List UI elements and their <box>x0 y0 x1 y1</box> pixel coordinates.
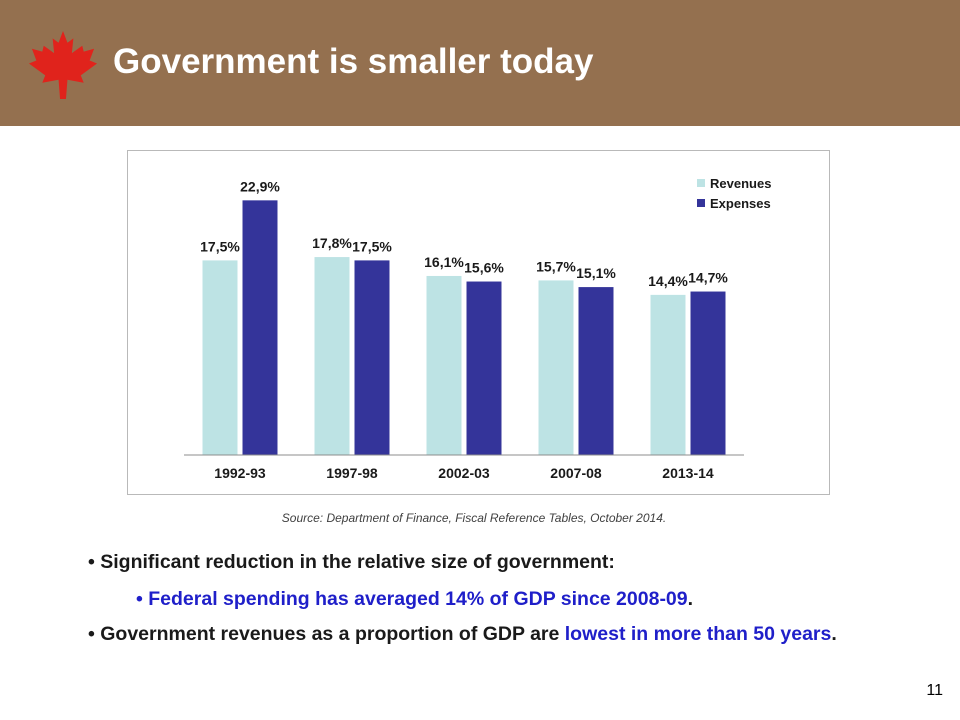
bar-revenues-2007-08 <box>538 280 574 455</box>
data-label-revenues-2007-08: 15,7% <box>536 258 576 274</box>
data-label-expenses-1992-93: 22,9% <box>240 178 280 194</box>
bar-expenses-1997-98 <box>354 260 390 455</box>
data-label-revenues-2013-14: 14,4% <box>648 273 688 289</box>
chart-area: 17,5% 22,9% 1992-93 17,8% 17,5% 1997-98 16,1% 1… <box>127 150 830 495</box>
bullet-text-2-tail: . <box>687 588 694 610</box>
bar-expenses-2013-14 <box>690 291 726 455</box>
bullet-text-3-start: Government revenues as a proportion of G… <box>100 623 565 645</box>
bullet-text-2: Federal spending has averaged 14% of GDP… <box>148 588 688 610</box>
data-label-expenses-2013-14: 14,7% <box>688 270 728 286</box>
data-label-expenses-1997-98: 17,5% <box>352 238 392 254</box>
header-bar: Government is smaller today <box>0 0 960 126</box>
bullet-item-1: • Significant reduction in the relative … <box>88 551 615 573</box>
bar-expenses-1992-93 <box>242 200 278 455</box>
bar-expenses-2002-03 <box>466 281 502 455</box>
maple-leaf-icon <box>28 30 98 100</box>
data-label-revenues-1997-98: 17,8% <box>312 235 352 251</box>
x-tick-label-2007-08: 2007-08 <box>550 465 602 481</box>
bullet-item-3: • Government revenues as a proportion of… <box>88 623 837 645</box>
bar-revenues-1992-93 <box>202 260 238 455</box>
bullet-text-1: Significant reduction in the relative si… <box>100 551 615 573</box>
x-tick-label-2013-14: 2013-14 <box>662 465 714 481</box>
legend-label-expenses: Expenses <box>710 196 771 211</box>
bullet-item-2: • Federal spending has averaged 14% of G… <box>136 588 694 610</box>
x-tick-label-1992-93: 1992-93 <box>214 465 266 481</box>
bullet-text-3-end: . <box>831 623 837 645</box>
data-label-revenues-1992-93: 17,5% <box>200 238 240 254</box>
x-tick-label-2002-03: 2002-03 <box>438 465 490 481</box>
legend-swatch-expenses <box>697 199 705 207</box>
page-number: 11 <box>926 682 943 699</box>
source-text: Source: Department of Finance, Fiscal Re… <box>281 511 667 525</box>
bullet-text-3-emphasis: lowest in more than 50 years <box>564 623 832 645</box>
page-title: Government is smaller today <box>113 42 594 81</box>
data-label-revenues-2002-03: 16,1% <box>424 254 464 270</box>
legend-swatch-revenues <box>697 179 705 187</box>
bar-revenues-2013-14 <box>650 294 686 455</box>
data-label-expenses-2002-03: 15,6% <box>464 260 504 276</box>
source-note: Source: Department of Finance, Fiscal Re… <box>0 511 960 525</box>
bar-expenses-2007-08 <box>578 287 614 455</box>
bar-revenues-2002-03 <box>426 275 462 455</box>
legend-label-revenues: Revenues <box>710 176 771 191</box>
data-label-expenses-2007-08: 15,1% <box>576 265 616 281</box>
x-tick-label-1997-98: 1997-98 <box>326 465 378 481</box>
bar-revenues-1997-98 <box>314 257 350 455</box>
